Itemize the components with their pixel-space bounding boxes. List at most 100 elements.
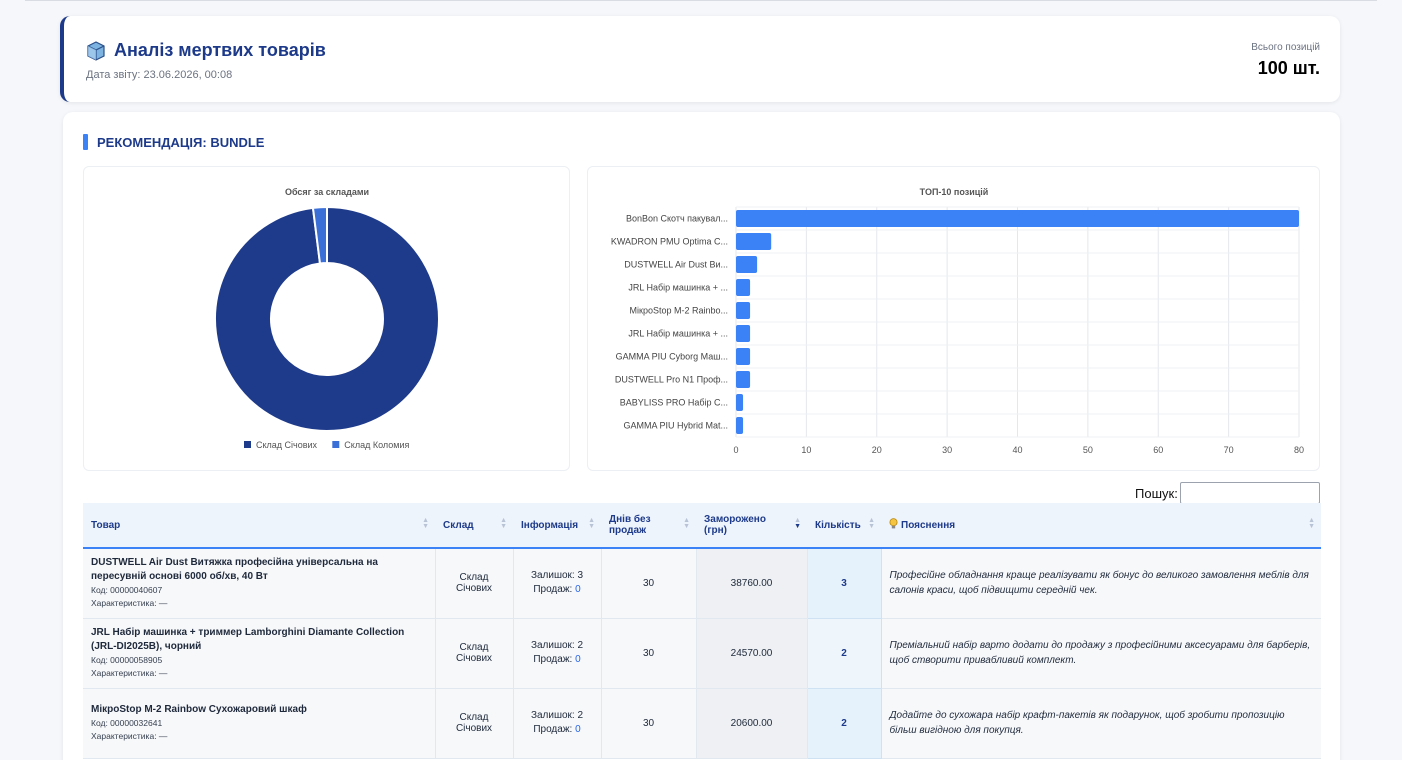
donut-slice[interactable] bbox=[311, 205, 328, 265]
stock-value: Залишок: 2 bbox=[530, 710, 584, 721]
report-header: Аналіз мертвих товарів Дата звіту: 23.06… bbox=[60, 16, 1340, 102]
products-table: Товар ▲ ▼ Склад ▲ ▼ Інформація ▲ ▼ Днів без пр… bbox=[83, 503, 1321, 759]
warehouse-cell: Склад Січових bbox=[435, 618, 514, 689]
sales-value: 0 bbox=[575, 724, 581, 735]
bar[interactable] bbox=[736, 371, 751, 388]
sales-line: Продаж: 0 bbox=[522, 723, 593, 737]
column-header-explanation[interactable]: Пояснення ▲ ▼ bbox=[881, 503, 1321, 549]
column-header-qty[interactable]: Кількість ▲ ▼ bbox=[807, 503, 881, 549]
column-label: Пояснення bbox=[901, 519, 956, 531]
column-header-info[interactable]: Інформація ▲ ▼ bbox=[513, 503, 601, 549]
explanation-cell: Професійне обладнання краще реалізувати … bbox=[881, 548, 1321, 619]
bar[interactable] bbox=[736, 348, 751, 365]
sales-line: Продаж: 0 bbox=[522, 653, 593, 667]
info-cell: Залишок: 2 Продаж: 0 bbox=[513, 618, 602, 689]
product-code: Код: 00000032641 bbox=[91, 718, 163, 728]
y-category-label: JRL Набір машинка + ... bbox=[628, 283, 728, 293]
x-tick-label: 60 bbox=[1153, 445, 1163, 455]
product-code: Код: 00000040607 bbox=[91, 585, 163, 596]
bar-chart-title: ТОП-10 позицій bbox=[920, 187, 989, 197]
bar[interactable] bbox=[736, 256, 758, 273]
total-label: Всього позицій bbox=[1251, 42, 1320, 53]
page-title: Аналіз мертвих товарів bbox=[114, 40, 326, 60]
product-cell: МікроStop M-2 Rainbow Сухожаровий шкаф К… bbox=[83, 688, 436, 759]
product-cell: DUSTWELL Air Dust Витяжка професійна уні… bbox=[83, 548, 436, 619]
table-header-row: Товар ▲ ▼ Склад ▲ ▼ Інформація ▲ ▼ Днів без пр… bbox=[83, 503, 1321, 549]
y-category-label: DUSTWELL Pro N1 Проф... bbox=[615, 375, 728, 385]
x-tick-label: 30 bbox=[942, 445, 952, 455]
bar[interactable] bbox=[736, 210, 1299, 227]
table-row[interactable]: JRL Набір машинка + триммер Lamborghini … bbox=[83, 617, 1321, 689]
legend-swatch bbox=[332, 441, 340, 448]
info-cell: Залишок: 3 Продаж: 0 bbox=[513, 548, 602, 619]
sales-value: 0 bbox=[575, 654, 581, 665]
donut-chart-card: Обсяг за складами Склад Січових Склад Кол… bbox=[83, 166, 570, 471]
sort-icon: ▲ ▼ bbox=[1308, 517, 1315, 530]
bar[interactable] bbox=[736, 233, 772, 250]
column-label: Днів без продаж bbox=[609, 514, 651, 536]
sales-line: Продаж: 0 bbox=[522, 583, 593, 597]
bar[interactable] bbox=[736, 279, 751, 296]
x-tick-label: 20 bbox=[872, 445, 882, 455]
sort-desc-icon: ▲ ▼ bbox=[794, 517, 801, 530]
column-header-frozen[interactable]: Заморожено (грн) ▲ ▼ bbox=[696, 503, 807, 549]
column-label: Товар bbox=[91, 519, 121, 531]
product-name: JRL Набір машинка + триммер Lamborghini … bbox=[91, 627, 405, 652]
y-category-label: DUSTWELL Air Dust Ви... bbox=[624, 260, 728, 270]
column-header-days[interactable]: Днів без продаж ▲ ▼ bbox=[601, 503, 696, 549]
donut-slice[interactable] bbox=[214, 205, 440, 432]
column-label: Заморожено (грн) bbox=[704, 514, 766, 536]
column-header-product[interactable]: Товар ▲ ▼ bbox=[83, 503, 435, 549]
product-cell: JRL Набір машинка + триммер Lamborghini … bbox=[83, 618, 436, 689]
x-tick-label: 40 bbox=[1012, 445, 1022, 455]
recommendation-title: РЕКОМЕНДАЦІЯ: BUNDLE bbox=[83, 134, 264, 150]
sort-icon: ▲ ▼ bbox=[683, 517, 690, 530]
recommendation-panel: РЕКОМЕНДАЦІЯ: BUNDLE Обсяг за складами С… bbox=[63, 112, 1340, 760]
warehouse-cell: Склад Січових bbox=[435, 548, 514, 619]
x-tick-label: 0 bbox=[733, 445, 738, 455]
table-row[interactable]: МікроStop M-2 Rainbow Сухожаровий шкаф К… bbox=[83, 687, 1321, 759]
quantity-cell: 2 bbox=[806, 617, 882, 689]
column-label: Склад bbox=[443, 519, 474, 531]
bar[interactable] bbox=[736, 417, 744, 434]
bar[interactable] bbox=[736, 302, 751, 319]
donut-chart: Обсяг за складами Склад Січових Склад Кол… bbox=[214, 187, 440, 450]
explanation-cell: Додайте до сухожара набір крафт-пакетів … bbox=[881, 688, 1321, 759]
product-code: Код: 00000058905 bbox=[91, 655, 163, 665]
quantity-cell: 3 bbox=[806, 547, 882, 619]
column-label: Кількість bbox=[815, 519, 861, 531]
y-category-label: BonBon Скотч пакувал... bbox=[626, 214, 728, 224]
table-row[interactable]: DUSTWELL Air Dust Витяжка професійна уні… bbox=[83, 547, 1321, 619]
search-box: Пошук: bbox=[1135, 482, 1320, 504]
sales-label: Продаж: bbox=[533, 724, 573, 735]
donut-chart-title: Обсяг за складами bbox=[285, 187, 369, 197]
quantity-cell: 2 bbox=[806, 687, 882, 759]
sort-icon: ▲ ▼ bbox=[500, 517, 507, 530]
y-category-label: BABYLISS PRO Набір С... bbox=[620, 398, 728, 408]
stock-value: Залишок: 3 bbox=[530, 570, 584, 582]
frozen-cell: 24570.00 bbox=[696, 618, 808, 689]
search-input[interactable] bbox=[1179, 482, 1320, 504]
stock-value: Залишок: 2 bbox=[530, 640, 584, 651]
product-characteristic: Характеристика: — bbox=[91, 731, 168, 741]
sort-icon: ▲ ▼ bbox=[868, 517, 875, 530]
explanation-cell: Преміальний набір варто додати до продаж… bbox=[881, 618, 1321, 689]
bar[interactable] bbox=[736, 325, 751, 342]
y-category-label: МікроStop M-2 Rainbo... bbox=[630, 306, 728, 316]
legend-label: Склад Січових bbox=[256, 440, 318, 450]
product-name: МікроStop M-2 Rainbow Сухожаровий шкаф bbox=[91, 704, 307, 715]
column-header-warehouse[interactable]: Склад ▲ ▼ bbox=[435, 503, 513, 549]
days-cell: 30 bbox=[601, 548, 697, 619]
product-name: DUSTWELL Air Dust Витяжка професійна уні… bbox=[91, 557, 378, 583]
recommendation-title-text: РЕКОМЕНДАЦІЯ: BUNDLE bbox=[97, 134, 265, 150]
sort-icon: ▲ ▼ bbox=[588, 517, 595, 530]
warehouse-cell: Склад Січових bbox=[435, 688, 514, 759]
accent-bar bbox=[83, 134, 88, 150]
box-icon bbox=[87, 40, 105, 61]
title-row: Аналіз мертвих товарів bbox=[86, 40, 326, 61]
frozen-cell: 20600.00 bbox=[696, 688, 808, 759]
bar-chart-card: ТОП-10 позицій BonBon Скотч пакувал... KW… bbox=[587, 166, 1320, 471]
x-tick-label: 10 bbox=[801, 445, 811, 455]
bar[interactable] bbox=[736, 394, 744, 411]
sales-label: Продаж: bbox=[533, 654, 573, 665]
